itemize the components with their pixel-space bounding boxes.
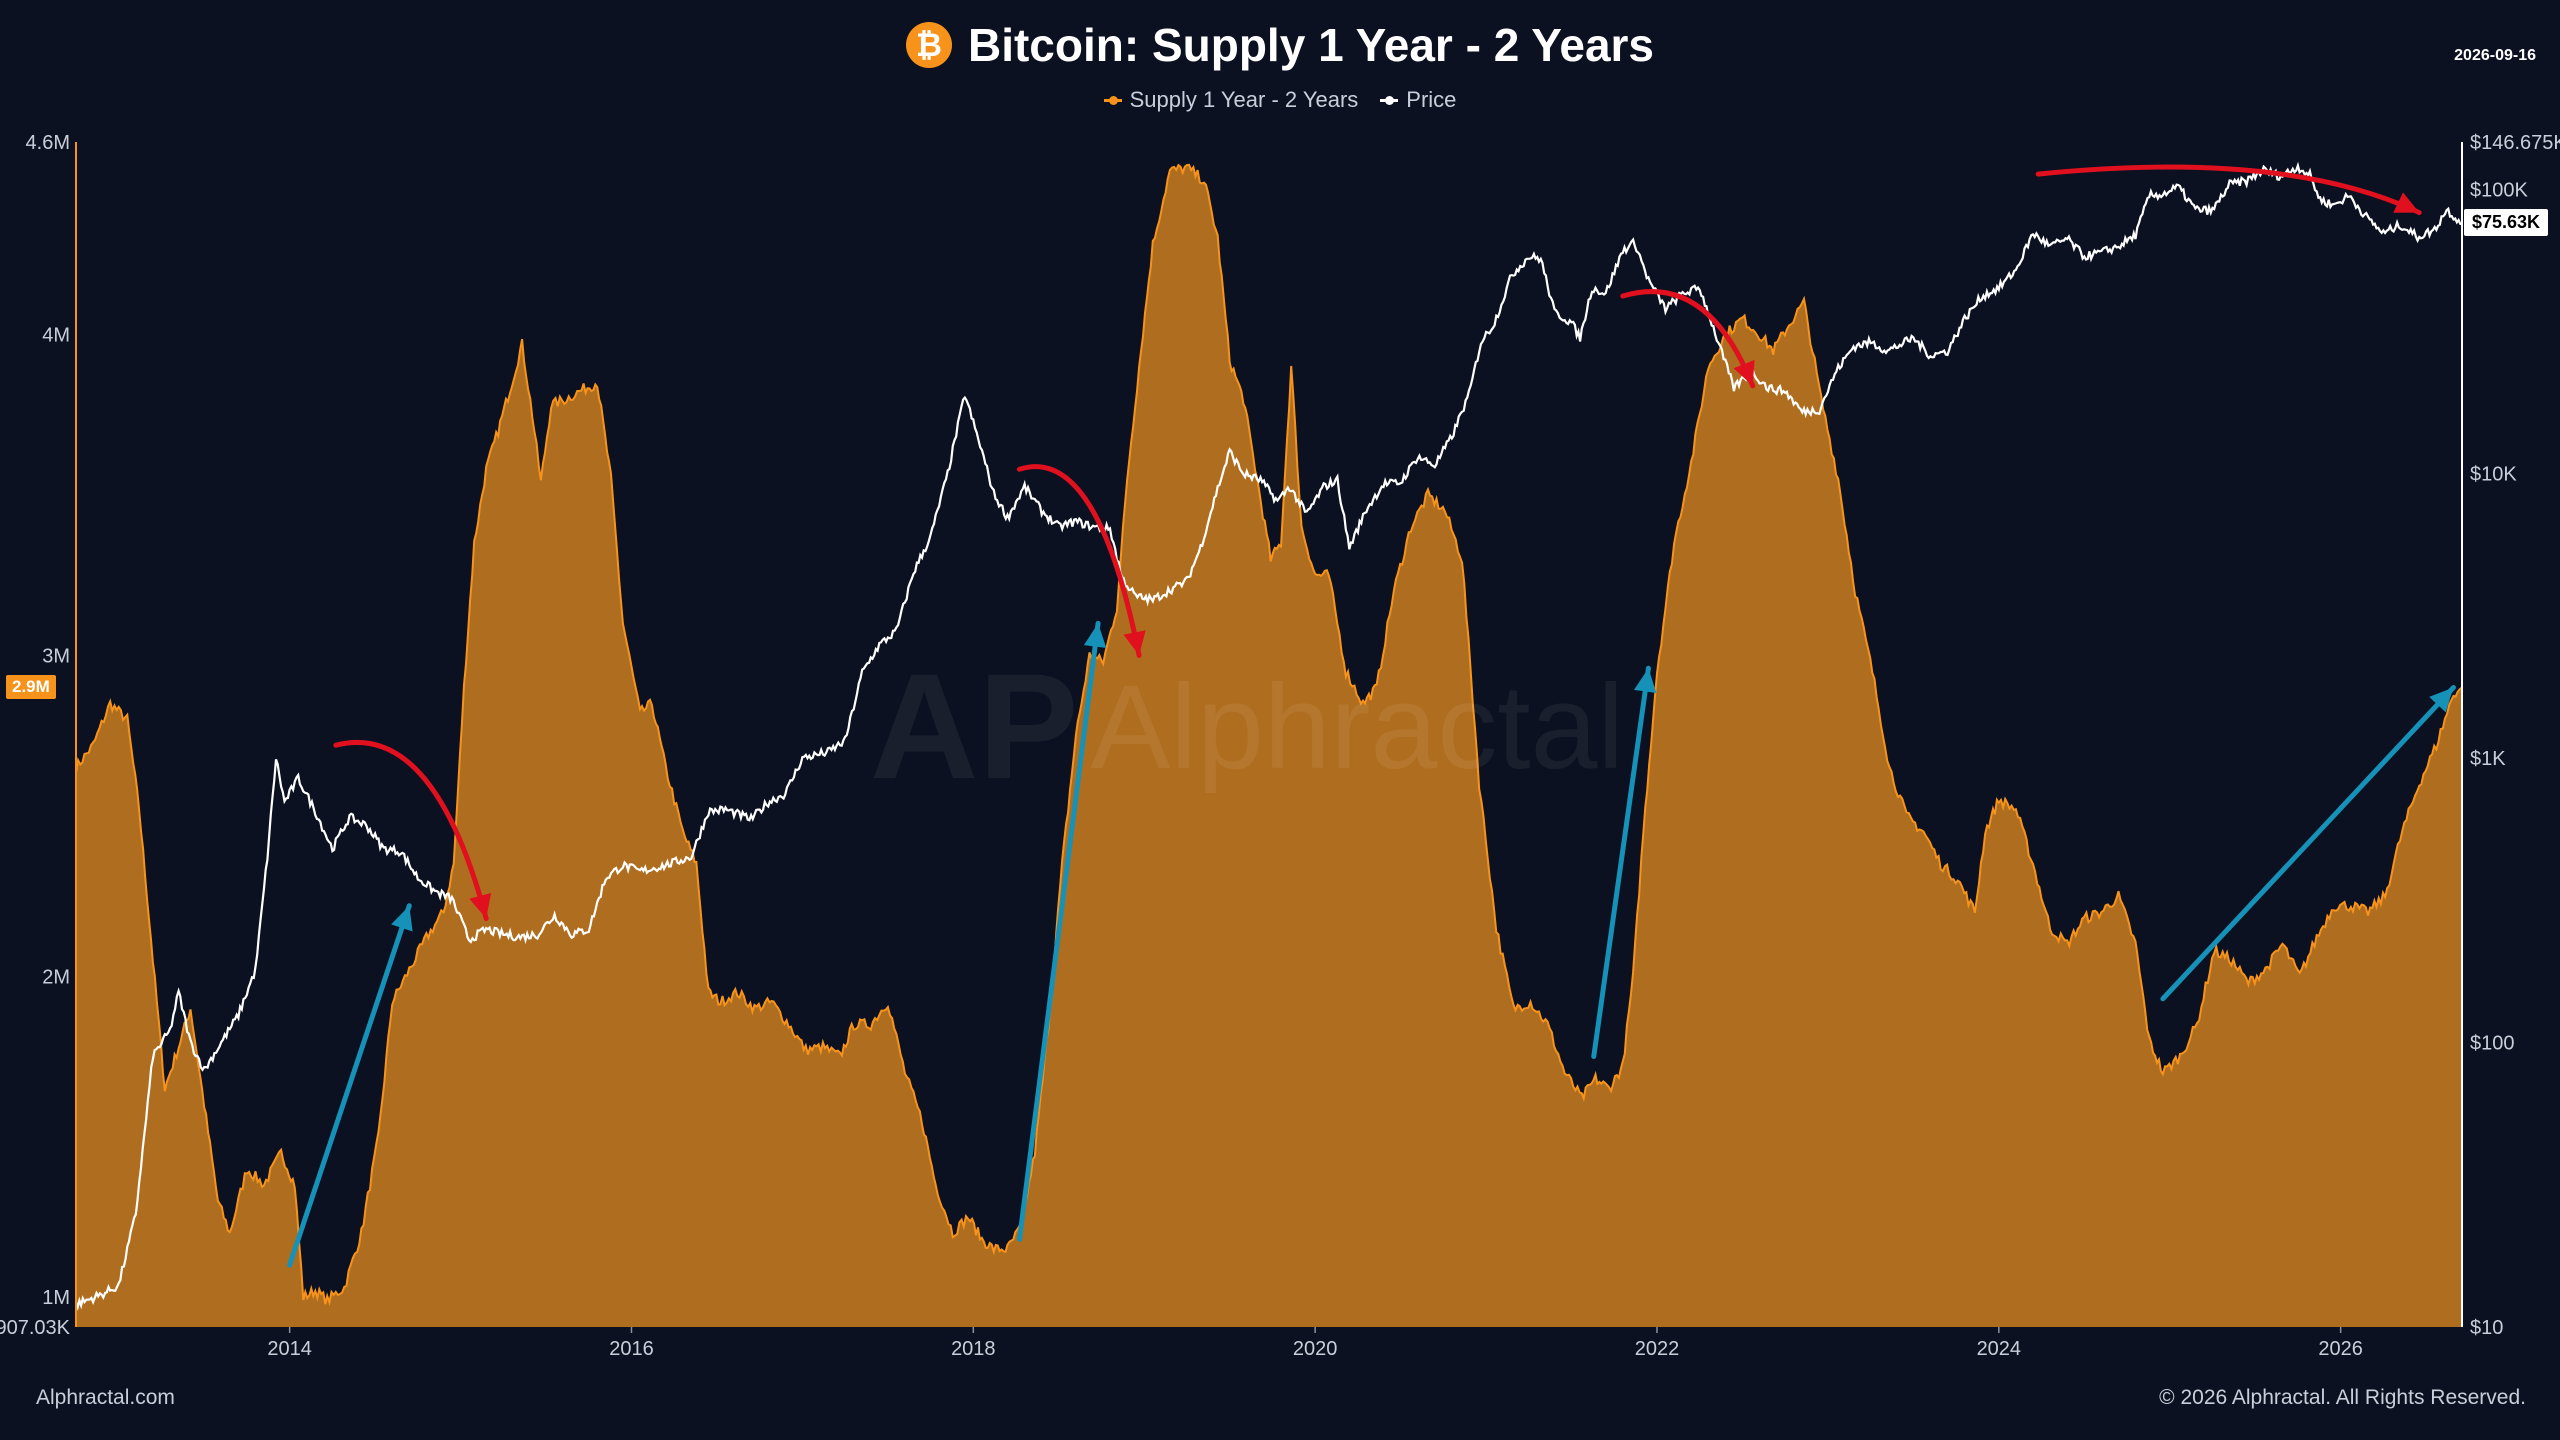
down-arrow-head (469, 892, 492, 919)
watermark-logo-icon: AP (870, 642, 1079, 810)
axes-layer: 4.6M 4M 3M 2M 1M 907.03K $146.675K $100K $10K $1K… (0, 132, 2560, 1360)
legend-item-supply[interactable]: Supply 1 Year - 2 Years (1103, 87, 1359, 113)
date-stamp: 2026-09-16 (2454, 47, 2536, 64)
annotation-arrows (287, 164, 2456, 1268)
y-right-tick-label: $100K (2470, 179, 2528, 201)
y-right-tick-label: $10K (2470, 464, 2517, 486)
chart-header: ₿ Bitcoin: Supply 1 Year - 2 Years (0, 18, 2560, 72)
chart-title: Bitcoin: Supply 1 Year - 2 Years (967, 19, 1655, 71)
y-left-tick-label: 3M (42, 645, 70, 667)
y-left-tick-label: 4.6M (26, 132, 70, 154)
x-tick-label: 2018 (951, 1338, 996, 1360)
legend-swatch-price (1380, 95, 1399, 105)
x-tick-label: 2024 (1977, 1338, 2022, 1360)
y-right-tick-label: $1K (2470, 748, 2506, 770)
footer-site: Alphractal.com (36, 1386, 175, 1409)
up-arrow (1591, 665, 1651, 1059)
x-tick-label: 2020 (1293, 1338, 1338, 1360)
up-arrow (287, 903, 412, 1268)
price-current-badge: $75.63K (2464, 209, 2549, 236)
x-tick-label: 2014 (267, 1338, 312, 1360)
y-left-tick-label: 4M (42, 325, 70, 347)
up-arrow-head (391, 905, 413, 932)
supply-current-badge: 2.9M (6, 675, 56, 699)
up-arrow (2160, 684, 2456, 1002)
footer-copyright: © 2026 Alphractal. All Rights Reserved. (2159, 1386, 2526, 1409)
supply-line (75, 163, 2463, 1307)
down-arrow (1016, 464, 1142, 658)
down-arrow-head (1733, 359, 1755, 386)
down-arrow (2035, 164, 2422, 216)
x-tick-label: 2016 (609, 1338, 654, 1360)
legend-label-supply: Supply 1 Year - 2 Years (1129, 87, 1359, 112)
y-left-tick-label: 1M (42, 1287, 70, 1309)
y-right-tick-label: $10 (2470, 1317, 2503, 1339)
y-right-tick-label: $146.675K (2470, 132, 2560, 154)
down-arrow (333, 739, 489, 922)
down-arrow (1620, 289, 1756, 389)
supply-area (76, 164, 2462, 1327)
up-arrow-head (2429, 687, 2454, 713)
y-left-tick-label: 2M (42, 966, 70, 988)
up-arrow (1016, 620, 1101, 1242)
down-arrow-head (1123, 630, 1146, 656)
legend-label-price: Price (1406, 87, 1457, 112)
legend-swatch-supply (1103, 95, 1122, 105)
x-tick-label: 2026 (2318, 1338, 2363, 1360)
up-arrow-head (1083, 623, 1107, 648)
watermark-text: Alphractal (1090, 659, 1624, 794)
price-line (74, 161, 2463, 1311)
legend: Supply 1 Year - 2 Years Price (0, 87, 2560, 113)
x-tick-label: 2022 (1635, 1338, 1680, 1360)
bitcoin-icon: ₿ (905, 22, 952, 68)
up-arrow-head (1633, 668, 1657, 693)
watermark: AP Alphractal (870, 640, 1624, 813)
down-arrow-head (2393, 192, 2420, 213)
y-right-tick-label: $100 (2470, 1033, 2515, 1055)
legend-item-price[interactable]: Price (1380, 87, 1456, 113)
y-left-tick-label: 907.03K (0, 1317, 71, 1339)
